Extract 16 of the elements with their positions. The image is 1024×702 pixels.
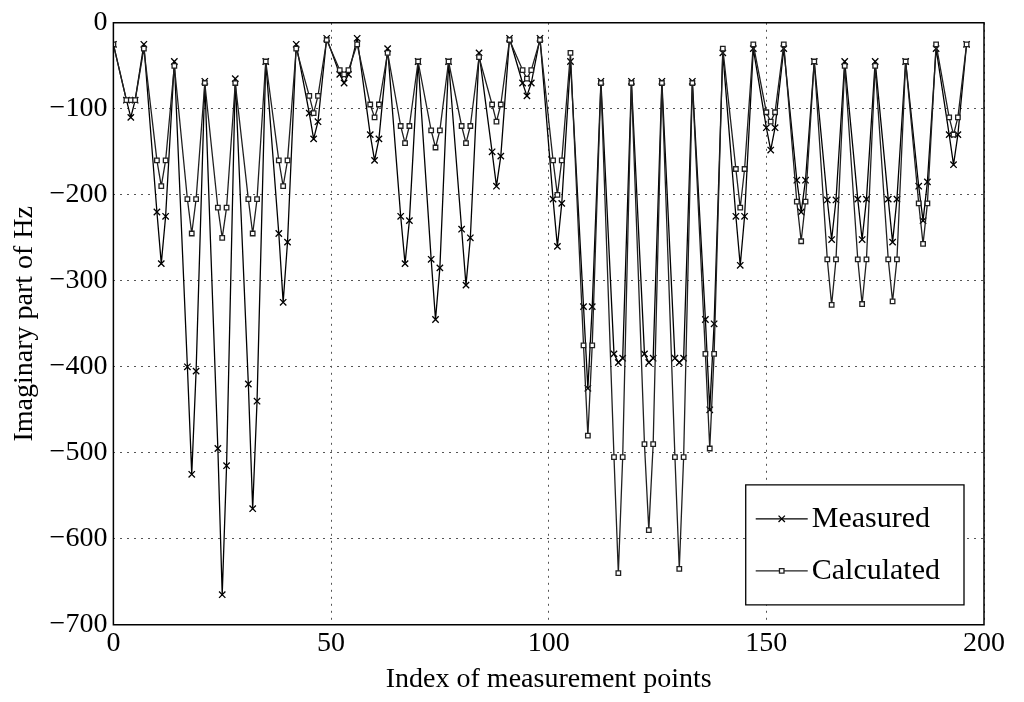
- x-tick-label: 50: [317, 625, 346, 657]
- y-tick-label: −200: [49, 177, 108, 209]
- y-tick-label: −300: [49, 263, 108, 295]
- y-axis-title: Imaginary part of Hz: [7, 206, 39, 442]
- x-tick-label: 200: [963, 625, 1005, 657]
- x-tick-label: 150: [745, 625, 788, 657]
- legend-label: Calculated: [811, 551, 940, 585]
- legend-label: Measured: [811, 499, 931, 533]
- y-tick-label: −500: [49, 435, 108, 467]
- y-tick-label: −100: [49, 91, 108, 123]
- y-tick-label: −700: [49, 607, 108, 639]
- y-tick-label: 0: [93, 5, 108, 37]
- y-tick-label: −400: [49, 349, 108, 381]
- x-tick-label: 100: [527, 625, 570, 657]
- y-tick-label: −600: [49, 521, 108, 553]
- x-axis-title: Index of measurement points: [385, 661, 712, 693]
